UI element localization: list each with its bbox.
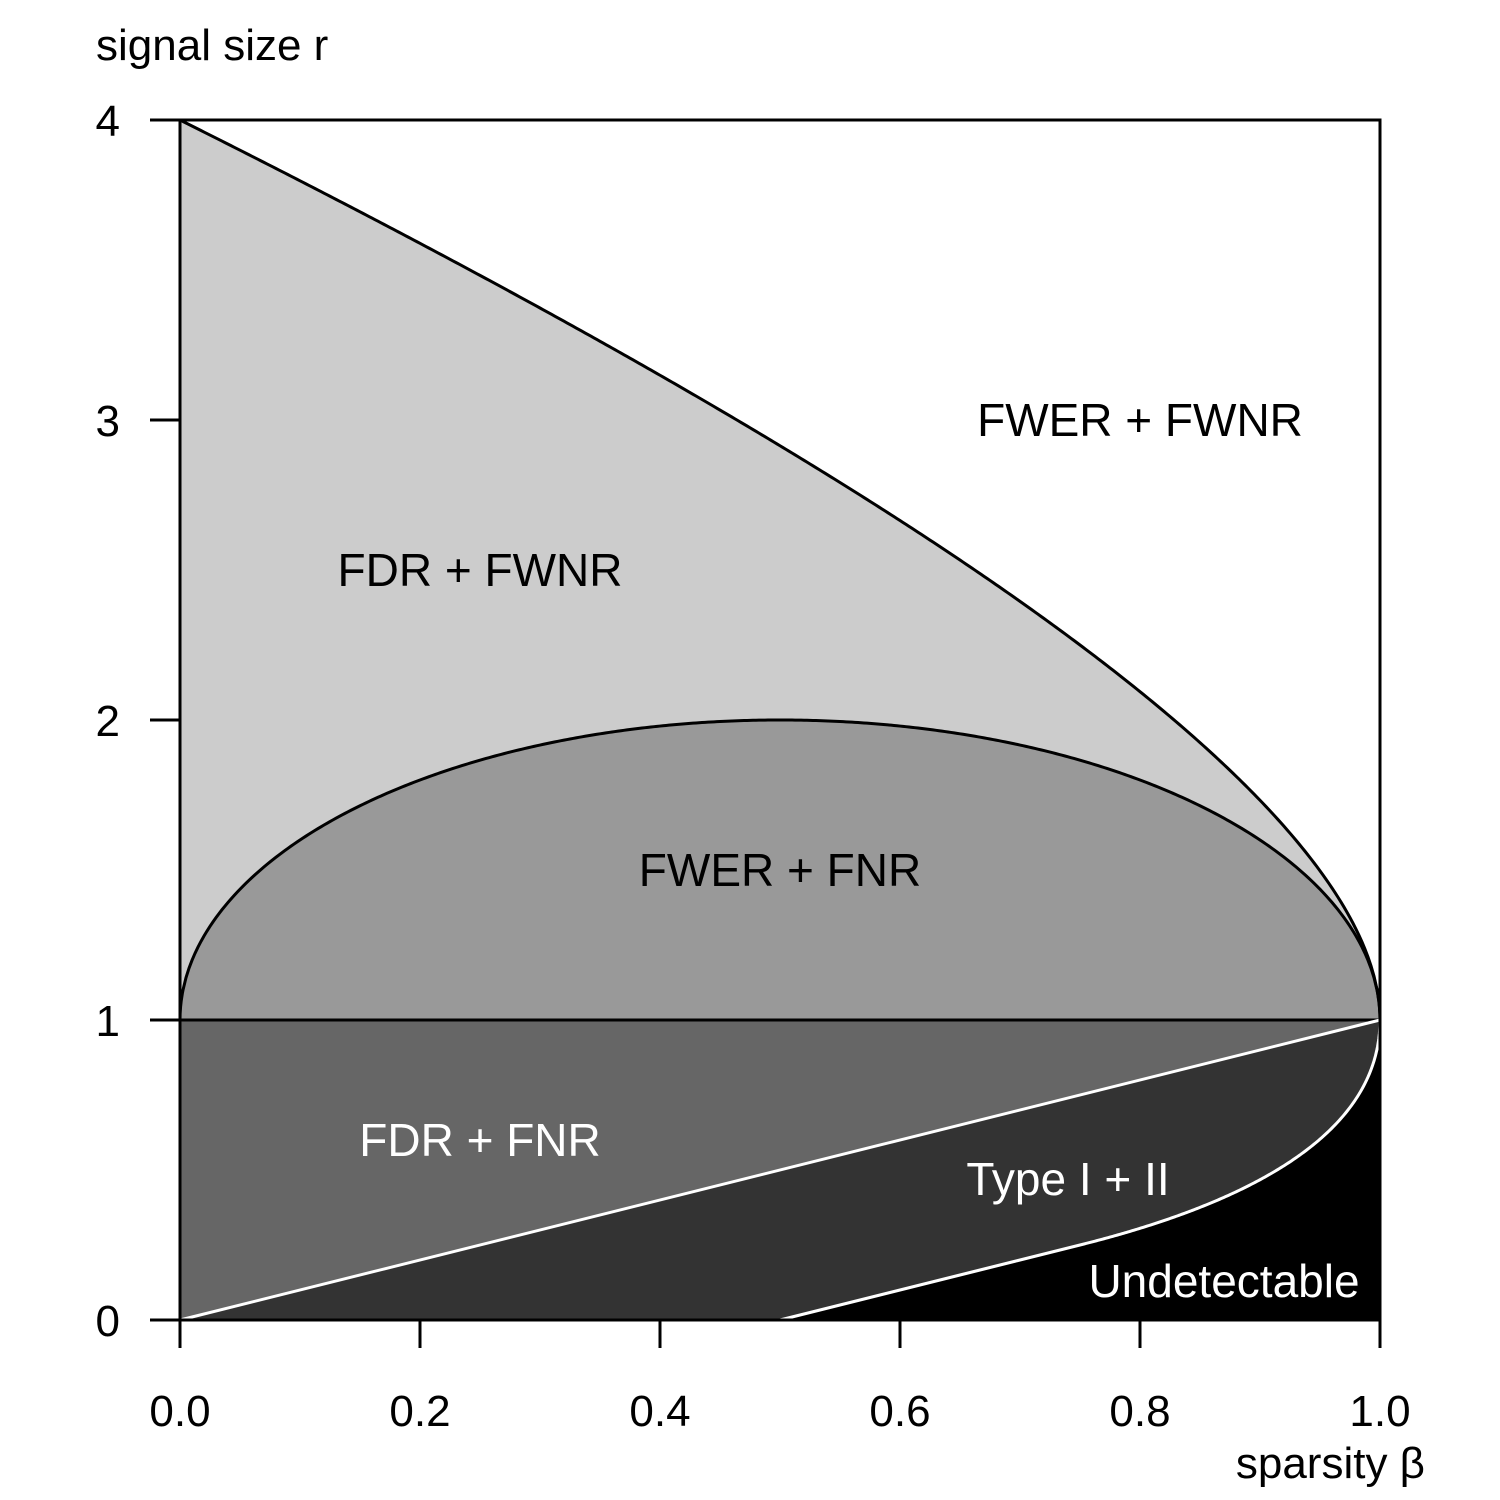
label-type-i-ii: Type I + II <box>966 1153 1169 1205</box>
x-tick-label: 0.6 <box>869 1387 930 1436</box>
x-tick-label: 0.2 <box>389 1387 450 1436</box>
x-tick-label: 0.4 <box>629 1387 690 1436</box>
label-fwer-fwnr: FWER + FWNR <box>977 394 1303 446</box>
y-tick-label: 2 <box>96 697 120 746</box>
x-axis-label: sparsity β <box>1236 1439 1425 1488</box>
boundaries-layer <box>178 118 1382 1322</box>
label-fwer-fnr: FWER + FNR <box>639 844 921 896</box>
region-fdr-fwnr <box>180 120 1380 1020</box>
x-axis: 0.0 0.2 0.4 0.6 0.8 1.0 <box>149 1318 1411 1436</box>
boundary-detection-curve <box>779 1019 1382 1322</box>
region-fwer-fwnr <box>180 120 1380 1020</box>
boundary-r-equals-beta <box>179 1018 1381 1322</box>
label-fdr-fnr: FDR + FNR <box>359 1114 601 1166</box>
region-undetectable <box>780 1020 1380 1320</box>
label-undetectable: Undetectable <box>1088 1255 1359 1307</box>
x-tick-label: 1.0 <box>1349 1387 1410 1436</box>
region-labels: FWER + FWNR FDR + FWNR FWER + FNR FDR + FNR… <box>338 394 1360 1307</box>
x-tick-label: 0.0 <box>149 1387 210 1436</box>
y-tick-label: 1 <box>96 997 120 1046</box>
boundary-ellipse-curve <box>178 718 1382 1021</box>
y-tick-label: 0 <box>96 1297 120 1346</box>
region-fwer-fnr <box>180 720 1380 1020</box>
boundary-upper-curve <box>179 118 1382 1021</box>
y-tick-label: 3 <box>96 397 120 446</box>
x-tick-label: 0.8 <box>1109 1387 1170 1436</box>
y-axis: 0 1 2 3 4 <box>96 97 182 1346</box>
y-tick-label: 4 <box>96 97 120 146</box>
y-axis-label: signal size r <box>96 21 328 70</box>
label-fdr-fwnr: FDR + FWNR <box>338 544 623 596</box>
